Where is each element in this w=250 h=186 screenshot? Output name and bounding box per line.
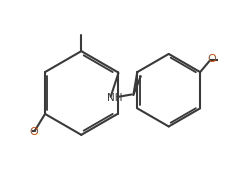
Text: O: O [207, 54, 216, 64]
Text: O: O [30, 127, 38, 137]
Text: NH: NH [107, 93, 122, 103]
